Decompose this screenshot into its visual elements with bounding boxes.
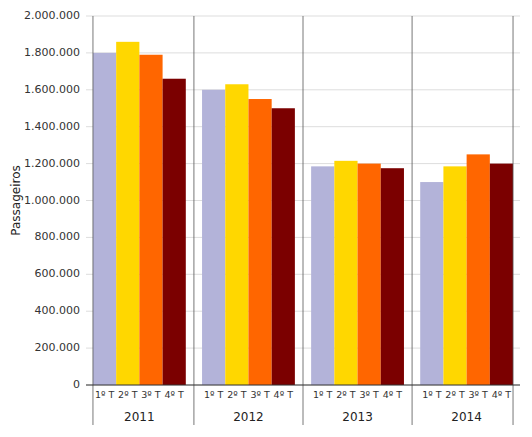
bar (311, 166, 334, 385)
group-dividers (93, 16, 513, 425)
bar (272, 108, 295, 385)
x-tick-label: 1º T (422, 389, 442, 400)
y-tick-label: 200.000 (35, 341, 81, 354)
group-divider (412, 16, 413, 425)
y-tick-label: 400.000 (35, 304, 81, 317)
x-tick-label: 1º T (313, 389, 333, 400)
bar (139, 55, 162, 385)
x-tick-label: 2º T (227, 389, 247, 400)
y-axis-label: Passageiros (9, 165, 23, 236)
y-axis: 0 200.000 400.000 600.000 800.000 1.000.000 1.… (24, 9, 80, 391)
y-tick-label: 800.000 (35, 230, 81, 243)
y-tick-label: 600.000 (35, 267, 81, 280)
bar (381, 168, 404, 385)
bar (467, 154, 490, 385)
bar (93, 53, 116, 385)
x-tick-label: 1º T (95, 389, 115, 400)
bar (202, 90, 225, 385)
x-tick-label: 4º T (274, 389, 294, 400)
x-tick-label: 3º T (250, 389, 270, 400)
x-tick-label: 4º T (492, 389, 512, 400)
x-tick-label: 3º T (359, 389, 379, 400)
category-label: 2013 (342, 410, 373, 424)
bar (163, 79, 186, 385)
category-label: 2012 (233, 410, 264, 424)
x-tick-label: 4º T (165, 389, 185, 400)
x-tick-label: 1º T (204, 389, 224, 400)
grid-line (86, 385, 520, 386)
bar (225, 84, 248, 385)
y-tick-label: 0 (73, 378, 80, 391)
bar (248, 99, 271, 385)
bar (358, 164, 381, 385)
y-tick-label: 1.800.000 (24, 46, 80, 59)
bar (420, 182, 443, 385)
x-tick-label: 4º T (383, 389, 403, 400)
bar (116, 42, 139, 385)
x-tick-label: 2º T (336, 389, 356, 400)
bar (490, 164, 513, 385)
group-divider (92, 16, 93, 425)
category-label: 2011 (124, 410, 155, 424)
chart: 0 200.000 400.000 600.000 800.000 1.000.000 1.… (0, 0, 532, 437)
x-tick-label: 3º T (469, 389, 489, 400)
y-tick-label: 1.000.000 (24, 194, 80, 207)
x-tick-label: 2º T (445, 389, 465, 400)
y-tick-label: 1.600.000 (24, 83, 80, 96)
category-label: 2014 (451, 410, 482, 424)
y-tick-label: 1.200.000 (24, 157, 80, 170)
group-divider (513, 16, 514, 425)
x-axis-line (86, 385, 520, 386)
group-divider (303, 16, 304, 425)
y-tick-label: 1.400.000 (24, 120, 80, 133)
y-tick-label: 2.000.000 (24, 9, 80, 22)
bar (334, 161, 357, 385)
bar (443, 166, 466, 385)
group-divider (193, 16, 194, 425)
x-tick-label: 3º T (141, 389, 161, 400)
x-tick-label: 2º T (118, 389, 138, 400)
